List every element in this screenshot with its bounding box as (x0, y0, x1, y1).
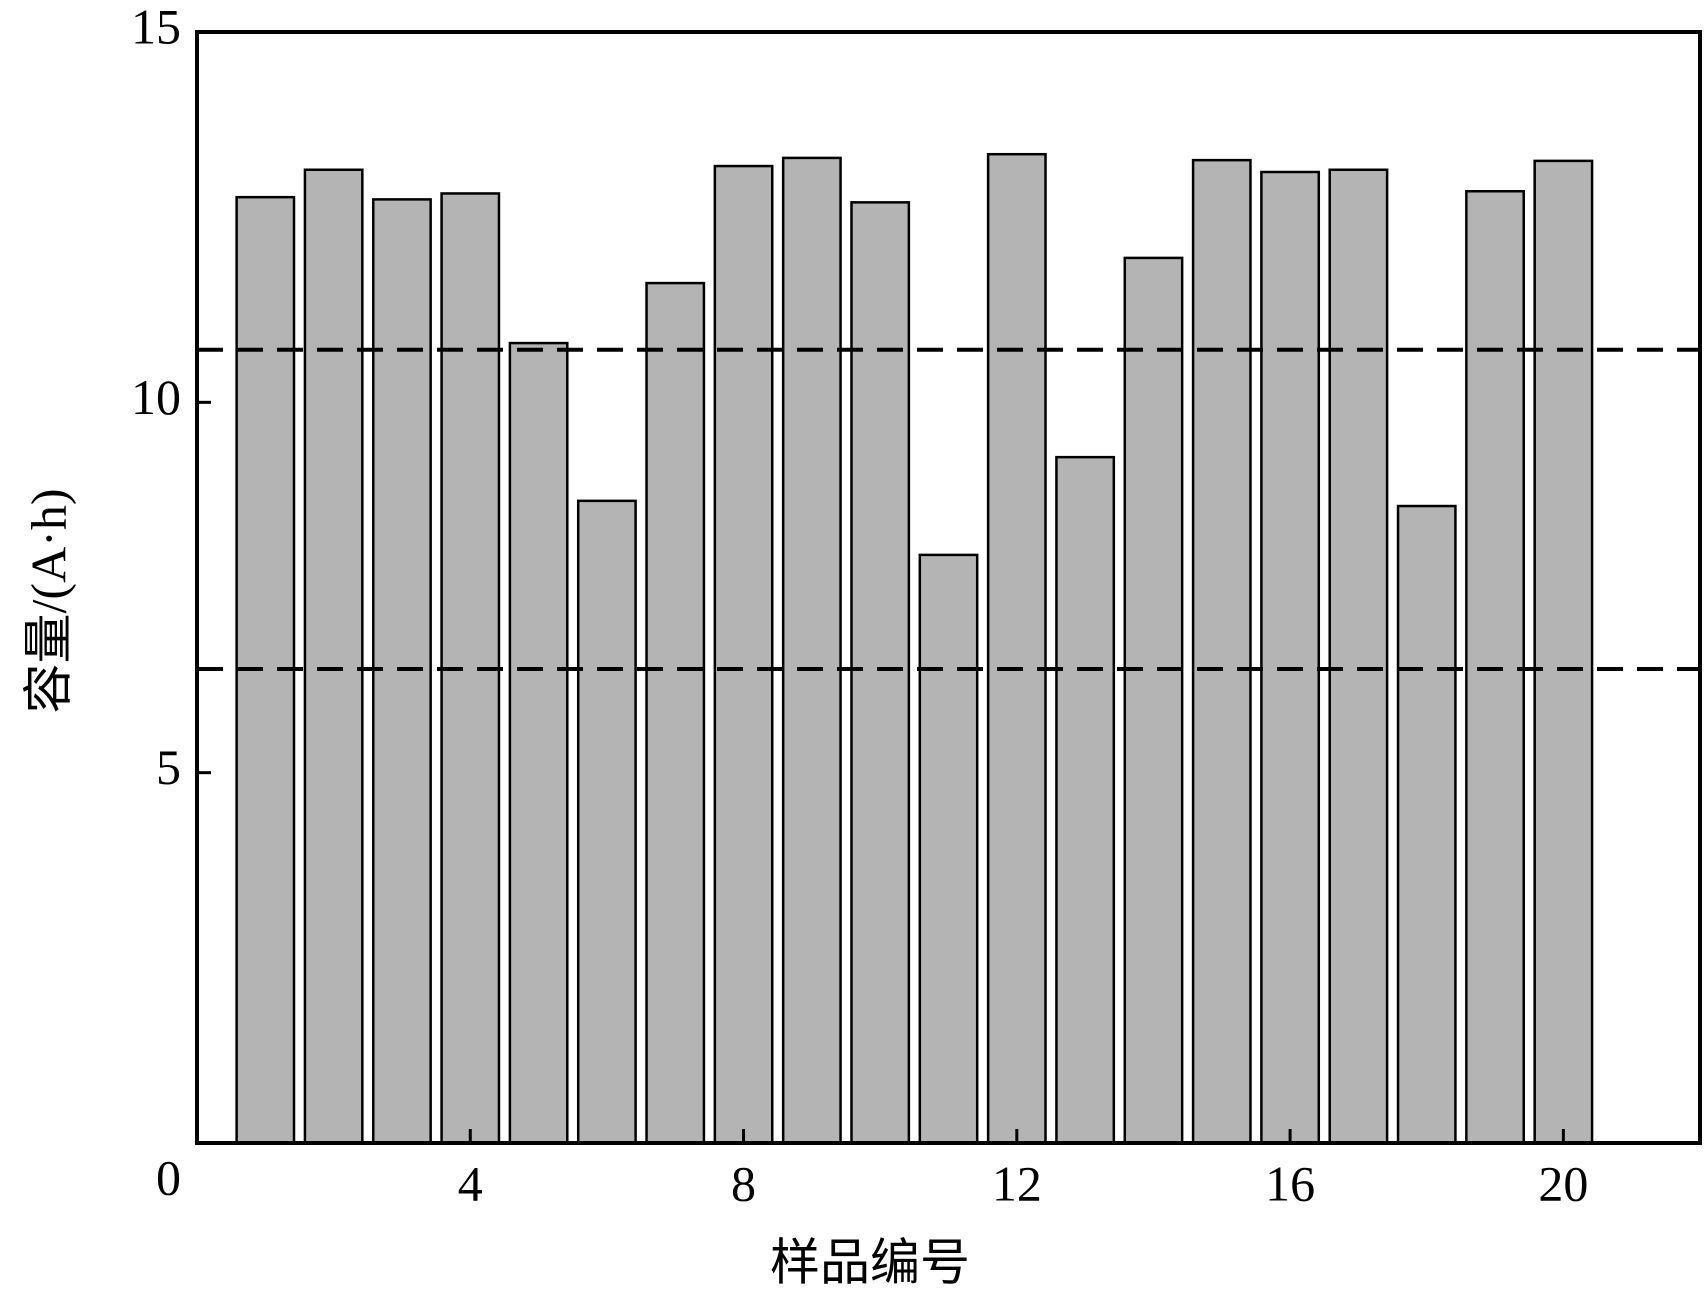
bar (576, 499, 637, 1145)
x-axis-label: 样品编号 (770, 1234, 970, 1290)
y-tick-label: 10 (131, 369, 181, 425)
x-tick-label: 8 (731, 1155, 756, 1211)
x-tick-label: 20 (1538, 1155, 1588, 1211)
y-axis-label: 容量/(A·h) (20, 489, 76, 714)
y-tick-label: 5 (156, 739, 181, 795)
bar (1328, 168, 1389, 1145)
bar (781, 156, 842, 1145)
bar (986, 152, 1047, 1145)
x-tick-label: 12 (992, 1155, 1042, 1211)
bar (1260, 170, 1321, 1145)
plot-frame (195, 30, 1702, 1145)
bar (372, 198, 432, 1145)
y-tick-label: 0 (156, 1149, 181, 1205)
y-tick-label: 15 (131, 0, 181, 54)
bar (645, 281, 706, 1145)
bar (303, 168, 364, 1145)
bar (1123, 256, 1184, 1145)
x-tick-label: 4 (458, 1155, 483, 1211)
bar (508, 341, 569, 1145)
bar (1055, 455, 1116, 1145)
bar (850, 201, 911, 1145)
bar (918, 553, 979, 1145)
bar (1533, 159, 1594, 1145)
bar (1396, 504, 1457, 1145)
bar (1191, 158, 1252, 1145)
bar (713, 164, 774, 1145)
x-tick-label: 16 (1265, 1155, 1315, 1211)
